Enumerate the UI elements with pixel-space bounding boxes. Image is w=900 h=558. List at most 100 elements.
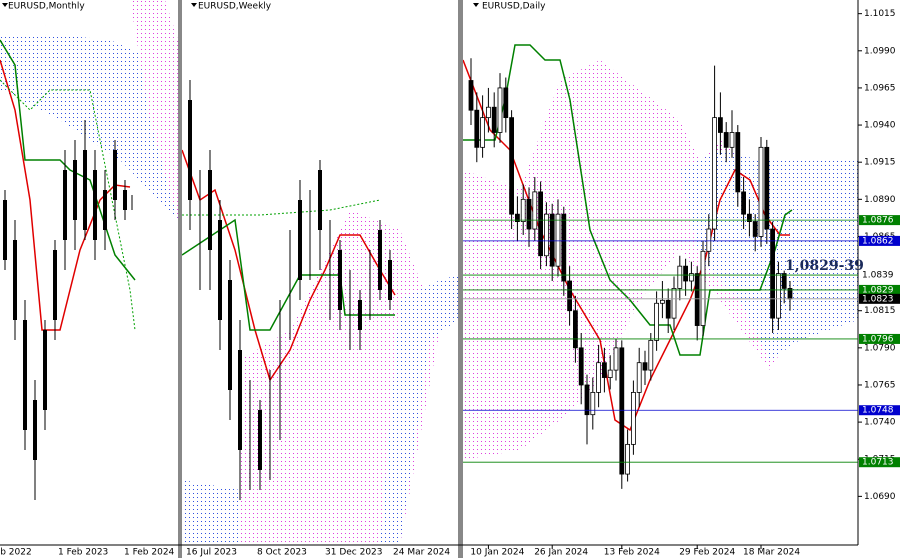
candle-body [532, 191, 538, 230]
candle-body [567, 280, 572, 312]
candle-body [741, 191, 746, 215]
cloud [182, 480, 240, 545]
x-tick-label: 10 Jan 2024 [470, 548, 524, 558]
candle-body [491, 106, 497, 133]
separator [458, 0, 463, 558]
x-tick-label: 29 Feb 2024 [679, 548, 735, 558]
daily-pane [468, 58, 793, 489]
level-box [859, 284, 900, 295]
x-tick-label: 1 Feb 2024 [124, 548, 175, 558]
level-label: 1.0876 [862, 216, 894, 226]
y-tick-label: 1.0690 [864, 492, 896, 502]
candle-body [677, 265, 683, 289]
candle-body [497, 87, 503, 133]
candle-body [671, 288, 677, 319]
level-label: 1.0748 [862, 406, 894, 416]
span [182, 199, 381, 216]
x-tick-label: 18 Mar 2024 [743, 548, 800, 558]
level-label: 1.0862 [862, 236, 894, 246]
level-label: 1.0823 [862, 294, 894, 304]
candle-body [764, 146, 770, 230]
candle-body [607, 369, 613, 378]
y-tick-label: 1.0965 [864, 83, 896, 93]
candle-body [509, 117, 515, 215]
level-label: 1.0839 [862, 271, 894, 281]
y-tick-label: 1.0740 [864, 418, 896, 428]
candle-body [758, 146, 764, 237]
candle-body [526, 198, 532, 230]
candle-body [468, 80, 474, 111]
candle-body [573, 310, 578, 349]
candle-body [770, 228, 775, 319]
candle-body [781, 273, 787, 289]
daily-indicators [463, 44, 858, 460]
x-tick-label: 24 Mar 2024 [393, 548, 450, 558]
level-label: 1.0796 [862, 334, 894, 344]
annotation: 1,0829-39 [785, 258, 864, 274]
kijun [182, 218, 395, 331]
y-tick-label: 1.0815 [864, 306, 896, 316]
candle-body [735, 132, 741, 193]
candle-body [474, 109, 480, 148]
cloud [680, 150, 858, 360]
level-box [859, 215, 900, 226]
candle-body [631, 391, 636, 445]
tenkan [182, 149, 396, 382]
y-tick-label: 1.0765 [864, 380, 896, 390]
candle-body [602, 362, 607, 378]
candle-body [485, 106, 491, 119]
candle-body [665, 299, 671, 319]
span [0, 79, 136, 331]
cloud [0, 35, 178, 220]
y-tick-label: 1.0890 [864, 195, 896, 205]
x-tick-label: 16 Jul 2023 [186, 548, 237, 558]
separator [178, 0, 182, 558]
candle-body [544, 213, 549, 257]
level-box [859, 235, 900, 246]
candle-body [561, 213, 567, 282]
candle-body [578, 347, 584, 386]
candle-body [648, 340, 654, 371]
candle-body [625, 443, 630, 475]
y-tick-label: 1.0915 [864, 158, 896, 168]
y-tick-label: 1.0990 [864, 46, 896, 56]
level-label: 1.0713 [862, 458, 894, 468]
y-tick-label: 1.0940 [864, 121, 896, 131]
monthly-pane [0, 0, 178, 500]
candle-body [636, 362, 642, 393]
candle-body [654, 302, 659, 341]
x-tick-label: 13 Feb 2024 [604, 548, 660, 558]
candle-body [480, 117, 486, 148]
candle-body [619, 347, 625, 475]
candle-body [689, 273, 694, 282]
candle-body [549, 213, 555, 267]
level-box [859, 333, 900, 344]
pane-title: EURUSD,Monthly [8, 2, 85, 12]
candle-body [712, 117, 717, 230]
candle-body [752, 221, 758, 237]
weekly-pane [182, 80, 458, 545]
candles [3, 150, 127, 460]
y-tick-label: 1.0790 [864, 343, 896, 353]
x-tick-label: 26 Jan 2024 [534, 548, 588, 558]
candle-body [694, 273, 700, 326]
candle-body [538, 191, 543, 257]
cloud [380, 275, 458, 545]
candle-body [584, 384, 590, 416]
x-tick-label: 8 Oct 2023 [257, 548, 307, 558]
candle-body [706, 228, 712, 252]
level-box [859, 293, 900, 304]
candle-body [723, 132, 729, 148]
candle-body [596, 362, 601, 393]
x-tick-label: Feb 2022 [0, 548, 32, 558]
candle-body [776, 273, 781, 319]
x-tick-label: 31 Dec 2023 [325, 548, 383, 558]
pane-title: EURUSD,Daily [482, 2, 546, 12]
y-tick-label: 1.1015 [864, 9, 896, 19]
candle-body [520, 198, 526, 222]
candle-body [729, 132, 735, 148]
candle-body [700, 250, 706, 326]
candle-body [683, 265, 688, 282]
candle-body [503, 87, 509, 119]
